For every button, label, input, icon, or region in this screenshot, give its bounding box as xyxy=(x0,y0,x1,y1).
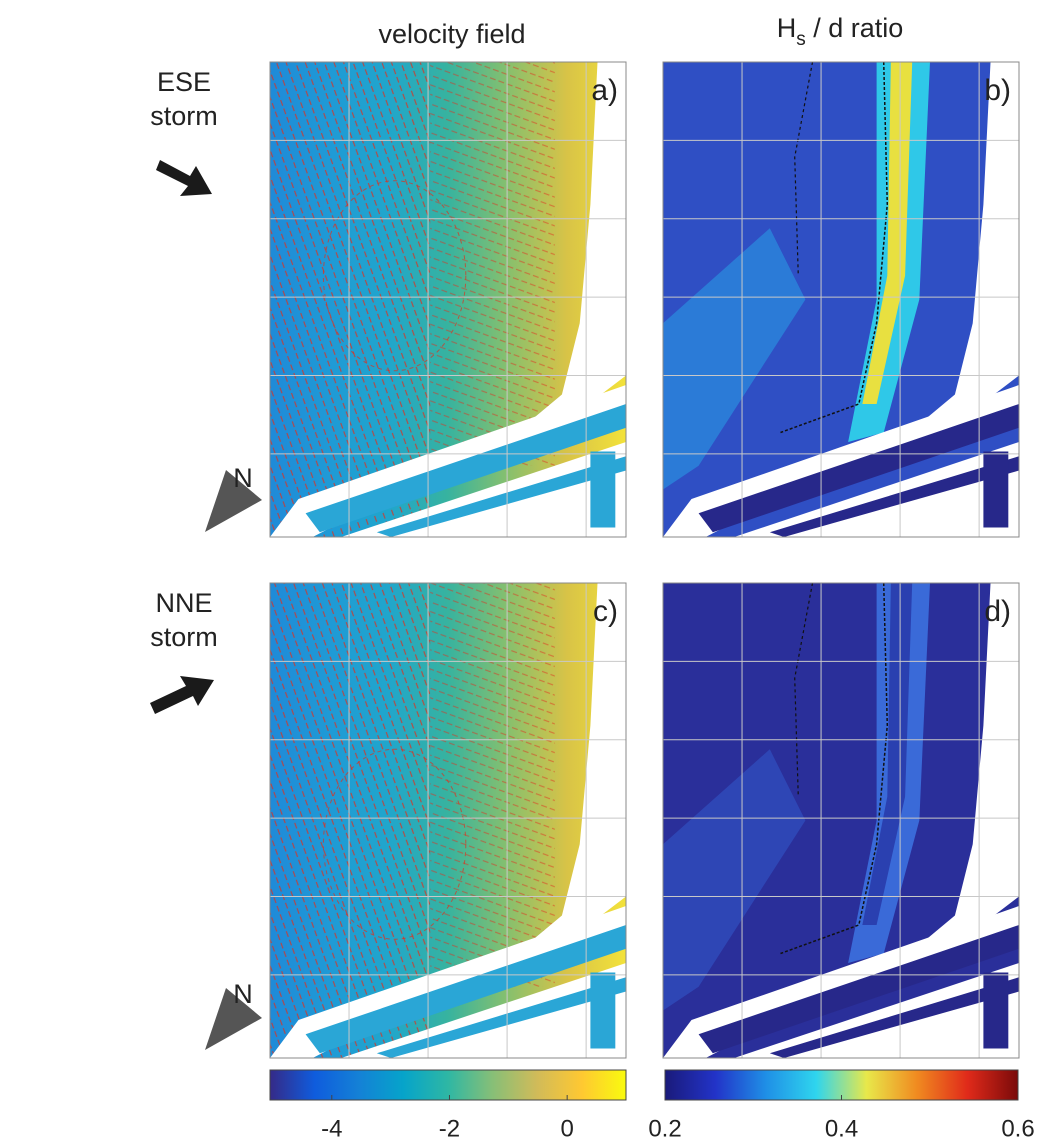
colorbar-tick-label: 0.6 xyxy=(1001,1115,1034,1142)
colorbar-tick-label: 0 xyxy=(560,1115,573,1142)
colorbar xyxy=(269,1069,627,1101)
land xyxy=(897,583,1019,973)
jetty xyxy=(305,404,626,533)
row-label: storm xyxy=(150,622,218,652)
colorbar-tick-label: 0.2 xyxy=(648,1115,681,1142)
vortex xyxy=(322,748,467,940)
north-label: N xyxy=(233,979,253,1009)
land xyxy=(341,963,626,1058)
jetty xyxy=(769,977,1019,1058)
north-arrow: N xyxy=(205,463,262,532)
title-sub: s xyxy=(796,29,806,50)
jetty xyxy=(698,404,1019,533)
colorbar-tick-label: 0.4 xyxy=(825,1115,858,1142)
map-panel xyxy=(663,583,1019,1058)
land xyxy=(504,62,626,452)
panel-label: d) xyxy=(984,595,1011,628)
panel-label: a) xyxy=(591,74,618,107)
land xyxy=(341,442,626,537)
depth-contour xyxy=(794,62,814,276)
jetty xyxy=(698,925,1019,1054)
land xyxy=(734,963,1019,1058)
land xyxy=(504,583,626,973)
jetty xyxy=(305,925,626,1054)
vector-arrows xyxy=(430,62,555,466)
panel-frame xyxy=(662,582,1020,1059)
jetty xyxy=(769,456,1019,537)
storm-arrow xyxy=(156,160,212,196)
map-panel xyxy=(270,62,626,537)
column-title: Hs / d ratio xyxy=(777,13,904,50)
depth-contour xyxy=(794,583,814,797)
panel-frame xyxy=(269,61,627,538)
vector-arrows xyxy=(430,583,555,987)
jetty xyxy=(983,451,1009,528)
colorbar-tick-label: -2 xyxy=(439,1115,460,1142)
title-rest: / d ratio xyxy=(806,13,904,43)
jetty xyxy=(376,977,626,1058)
north-label: N xyxy=(233,463,253,493)
column-title: velocity field xyxy=(378,19,525,49)
panel-frame xyxy=(269,582,627,1059)
land xyxy=(734,442,1019,537)
row-label: storm xyxy=(150,101,218,131)
panel-label: b) xyxy=(984,74,1011,107)
vector-arrows xyxy=(270,62,431,537)
vector-arrows xyxy=(270,583,431,1058)
jetty xyxy=(590,451,616,528)
title-main: H xyxy=(777,13,797,43)
land xyxy=(897,62,1019,452)
shoreline-contour xyxy=(780,583,889,955)
map-panel xyxy=(270,583,626,1058)
jetty xyxy=(983,972,1009,1049)
panel-frame xyxy=(662,61,1020,538)
colorbar-tick-label: -4 xyxy=(321,1115,342,1142)
jetty xyxy=(590,972,616,1049)
light-patch xyxy=(663,228,806,490)
row-label: ESE xyxy=(157,67,211,97)
light-patch xyxy=(663,749,806,1011)
row-label: NNE xyxy=(155,588,212,618)
map-panel xyxy=(663,62,1019,537)
shoreline-contour xyxy=(780,62,889,434)
panel-label: c) xyxy=(593,595,618,628)
vortex xyxy=(322,180,467,372)
north-arrow: N xyxy=(205,979,262,1050)
storm-arrow xyxy=(150,676,214,714)
jetty xyxy=(376,456,626,537)
